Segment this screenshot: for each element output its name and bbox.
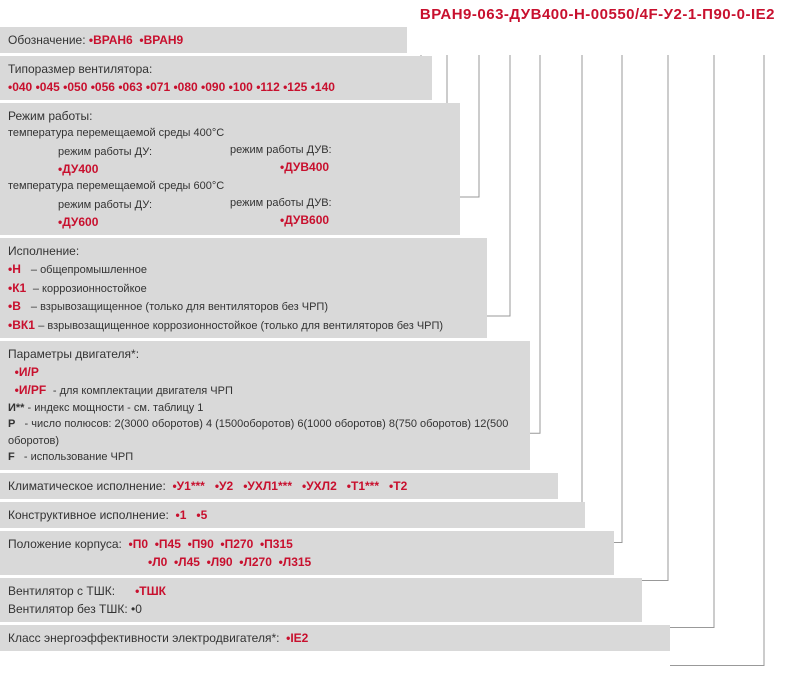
exec-v: •В xyxy=(8,299,21,313)
section-position: Положение корпуса: •П0 •П45 •П90 •П270 •… xyxy=(0,531,614,575)
product-code-title: ВРАН9-063-ДУВ400-Н-00550/4F-У2-1-П90-0-I… xyxy=(0,0,787,27)
temp400: температура перемещаемой среды 400°С xyxy=(8,125,452,142)
section-mode: Режим работы: температура перемещаемой с… xyxy=(0,103,460,235)
v045: •045 xyxy=(36,80,60,94)
val-tshk-0: •0 xyxy=(131,602,142,616)
l90: •Л90 xyxy=(207,555,233,569)
v100: •100 xyxy=(229,80,253,94)
section-execution: Исполнение: •Н – общепромышленное •К1 – … xyxy=(0,238,487,338)
exec-k1: •К1 xyxy=(8,281,26,295)
section-motor: Параметры двигателя*: •И/P •И/PF - для к… xyxy=(0,341,530,470)
v080: •080 xyxy=(173,80,197,94)
du-label-400: режим работы ДУ: xyxy=(8,144,152,161)
v090: •090 xyxy=(201,80,225,94)
motor-ipf-desc: - для комплектации двигателя ЧРП xyxy=(53,385,233,397)
section-designation: Обозначение: •ВРАН6 •ВРАН9 xyxy=(0,27,407,53)
val-vran6: •ВРАН6 xyxy=(89,33,133,47)
c-uhl1: •УХЛ1*** xyxy=(243,479,292,493)
val-tshk: •ТШК xyxy=(135,584,166,598)
duv-label-600: режим работы ДУВ: xyxy=(230,195,452,212)
du400: •ДУ400 xyxy=(58,162,98,176)
val-vran9: •ВРАН9 xyxy=(139,33,183,47)
fn-i-text: - индекс мощности - см. таблицу 1 xyxy=(28,402,204,414)
l270: •Л270 xyxy=(239,555,272,569)
exec-n: •Н xyxy=(8,262,21,276)
fn-f-text: - использование ЧРП xyxy=(24,451,133,463)
exec-vk1-desc: – взрывозащищенное коррозионностойкое (т… xyxy=(38,320,443,332)
du600: •ДУ600 xyxy=(58,215,98,229)
fn-f: F xyxy=(8,451,15,463)
motor-ip: •И/P xyxy=(15,365,39,379)
l0: •Л0 xyxy=(148,555,167,569)
v112: •112 xyxy=(256,80,280,94)
label-efficiency: Класс энергоэффективности электродвигате… xyxy=(8,631,279,645)
l315: •Л315 xyxy=(279,555,312,569)
section-climate: Климатическое исполнение: •У1*** •У2 •УХ… xyxy=(0,473,558,499)
c-uhl2: •УХЛ2 xyxy=(302,479,337,493)
size-values: •040 •045 •050 •056 •063 •071 •080 •090 … xyxy=(8,78,424,96)
label-motor: Параметры двигателя*: xyxy=(8,345,522,363)
c-t2: •Т2 xyxy=(389,479,407,493)
duv400: •ДУВ400 xyxy=(280,160,329,174)
p270: •П270 xyxy=(220,537,253,551)
v063: •063 xyxy=(118,80,142,94)
temp600: температура перемещаемой среды 600°С xyxy=(8,178,452,195)
section-size: Типоразмер вентилятора: •040 •045 •050 •… xyxy=(0,56,432,100)
label-constructive: Конструктивное исполнение: xyxy=(8,508,169,522)
p90: •П90 xyxy=(188,537,214,551)
motor-ipf: •И/PF xyxy=(15,383,47,397)
section-tshk: Вентилятор с ТШК: •ТШК Вентилятор без ТШ… xyxy=(0,578,642,622)
label-tshk-no: Вентилятор без ТШК: xyxy=(8,602,128,616)
con-5: •5 xyxy=(196,508,207,522)
p0: •П0 xyxy=(129,537,149,551)
du-label-600: режим работы ДУ: xyxy=(8,197,152,214)
label-mode: Режим работы: xyxy=(8,107,452,125)
label-tshk-yes: Вентилятор с ТШК: xyxy=(8,584,115,598)
duv600: •ДУВ600 xyxy=(280,213,329,227)
section-efficiency: Класс энергоэффективности электродвигате… xyxy=(0,625,670,651)
label-size: Типоразмер вентилятора: xyxy=(8,60,424,78)
exec-v-desc: – взрывозащищенное (только для вентилято… xyxy=(31,301,328,313)
c-u2: •У2 xyxy=(215,479,233,493)
section-constructive: Конструктивное исполнение: •1 •5 xyxy=(0,502,585,528)
duv-label-400: режим работы ДУВ: xyxy=(230,142,452,159)
v056: •056 xyxy=(91,80,115,94)
con-1: •1 xyxy=(176,508,187,522)
label-designation: Обозначение: xyxy=(8,33,86,47)
exec-n-desc: – общепромышленное xyxy=(31,264,147,276)
label-climate: Климатическое исполнение: xyxy=(8,479,166,493)
v040: •040 xyxy=(8,80,32,94)
p45: •П45 xyxy=(155,537,181,551)
label-execution: Исполнение: xyxy=(8,242,479,260)
fn-p: Р xyxy=(8,418,15,430)
fn-i: И** xyxy=(8,402,24,414)
ie2: •IE2 xyxy=(286,631,308,645)
diagram-container: Обозначение: •ВРАН6 •ВРАН9 Типоразмер ве… xyxy=(0,27,787,651)
label-position: Положение корпуса: xyxy=(8,537,122,551)
c-u1: •У1*** xyxy=(172,479,204,493)
v050: •050 xyxy=(63,80,87,94)
l45: •Л45 xyxy=(174,555,200,569)
p315: •П315 xyxy=(260,537,293,551)
exec-vk1: •ВК1 xyxy=(8,318,35,332)
v125: •125 xyxy=(283,80,307,94)
c-t1: •Т1*** xyxy=(347,479,379,493)
fn-p-text: - число полюсов: 2(3000 оборотов) 4 (150… xyxy=(8,418,508,447)
exec-k1-desc: – коррозионностойкое xyxy=(33,283,147,295)
v071: •071 xyxy=(146,80,170,94)
v140: •140 xyxy=(311,80,335,94)
